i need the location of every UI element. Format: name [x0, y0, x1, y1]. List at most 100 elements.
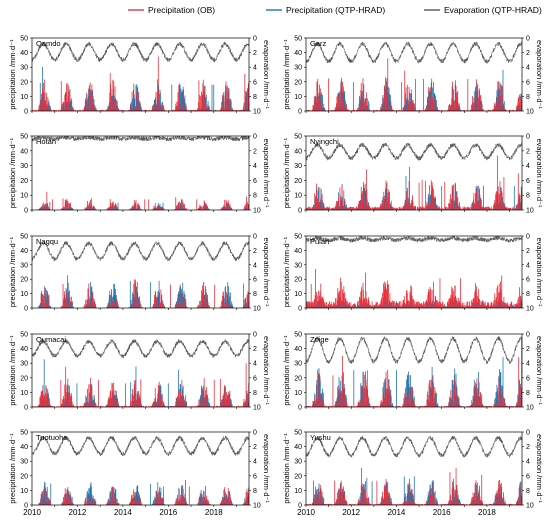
right-tick-label: 0 — [526, 134, 530, 141]
right-tick-label: 4 — [526, 163, 530, 170]
left-tick-label: 10 — [20, 390, 28, 397]
left-tick-label: 40 — [20, 148, 28, 155]
station-label: Garz — [310, 39, 327, 48]
evaporation-line — [32, 136, 249, 142]
right-tick-label: 0 — [253, 332, 257, 339]
right-axis-title: evaporation /mm·d⁻¹ — [262, 40, 271, 109]
right-tick-label: 4 — [253, 65, 257, 72]
right-axis-title: evaporation /mm·d⁻¹ — [262, 139, 271, 208]
right-tick-label: 2 — [526, 148, 530, 155]
left-tick-label: 30 — [20, 361, 28, 368]
right-tick-label: 10 — [526, 109, 534, 116]
left-tick-label: 0 — [24, 208, 28, 215]
right-axis-title: evaporation /mm·d⁻¹ — [262, 238, 271, 307]
right-tick-label: 2 — [253, 50, 257, 57]
evaporation-line — [32, 40, 249, 63]
left-tick-label: 10 — [20, 291, 28, 298]
legend: Precipitation (OB) Precipitation (QTP-HRA… — [128, 5, 542, 15]
left-tick-label: 0 — [24, 306, 28, 313]
plot-area — [306, 335, 522, 407]
left-tick-label: 10 — [294, 193, 302, 200]
right-tick-label: 0 — [253, 134, 257, 141]
right-tick-label: 10 — [526, 208, 534, 215]
right-tick-label: 0 — [253, 234, 257, 241]
left-axis-title: precipitation /mm·d⁻¹ — [8, 335, 17, 406]
station-label: Hotan — [36, 137, 56, 146]
left-tick-label: 0 — [298, 109, 302, 116]
left-axis-title: precipitation /mm·d⁻¹ — [8, 236, 17, 307]
left-axis-title: precipitation /mm·d⁻¹ — [8, 39, 17, 110]
plot-area — [306, 142, 522, 210]
right-tick-label: 2 — [253, 148, 257, 155]
left-tick-label: 20 — [294, 178, 302, 185]
left-tick-label: 10 — [20, 193, 28, 200]
evaporation-line — [306, 142, 522, 162]
evaporation-line — [306, 41, 522, 64]
left-tick-label: 30 — [294, 163, 302, 170]
right-tick-label: 4 — [526, 65, 530, 72]
right-tick-label: 8 — [253, 193, 257, 200]
right-tick-label: 0 — [526, 234, 530, 241]
right-tick-label: 6 — [526, 178, 530, 185]
right-tick-label: 10 — [526, 306, 534, 313]
left-tick-label: 50 — [294, 234, 302, 241]
left-tick-label: 10 — [294, 291, 302, 298]
left-tick-label: 40 — [294, 148, 302, 155]
evaporation-line — [32, 240, 249, 262]
panel-frame — [31, 333, 250, 408]
left-axis-title: precipitation /mm·d⁻¹ — [282, 137, 291, 208]
left-tick-label: 20 — [20, 79, 28, 86]
left-tick-label: 40 — [294, 50, 302, 57]
panel-frame — [31, 235, 250, 309]
right-tick-label: 4 — [253, 163, 257, 170]
legend-label-1: Precipitation (QTP-HRAD) — [286, 5, 385, 15]
right-tick-label: 4 — [253, 262, 257, 269]
left-tick-label: 50 — [20, 332, 28, 339]
left-tick-label: 30 — [20, 163, 28, 170]
left-axis-title: precipitation /mm·d⁻¹ — [8, 137, 17, 208]
left-tick-label: 20 — [294, 277, 302, 284]
right-tick-label: 8 — [253, 390, 257, 397]
right-tick-label: 4 — [253, 361, 257, 368]
right-tick-label: 10 — [253, 109, 261, 116]
left-tick-label: 50 — [294, 134, 302, 141]
left-axis-title: precipitation /mm·d⁻¹ — [282, 39, 291, 110]
left-tick-label: 40 — [20, 248, 28, 255]
left-tick-label: 20 — [294, 79, 302, 86]
right-tick-label: 8 — [526, 193, 530, 200]
right-axis-title: evaporation /mm·d⁻¹ — [535, 40, 544, 109]
right-axis-title: evaporation /mm·d⁻¹ — [535, 238, 544, 307]
right-tick-label: 8 — [253, 94, 257, 101]
left-tick-label: 20 — [20, 375, 28, 382]
left-tick-label: 50 — [20, 134, 28, 141]
left-tick-label: 40 — [20, 50, 28, 57]
right-tick-label: 6 — [253, 375, 257, 382]
right-axis-title: evaporation /mm·d⁻¹ — [535, 139, 544, 208]
right-tick-label: 0 — [526, 36, 530, 43]
panel-frame — [31, 135, 250, 211]
evaporation-line — [32, 338, 249, 359]
left-tick-label: 40 — [20, 346, 28, 353]
left-tick-label: 50 — [20, 36, 28, 43]
right-tick-label: 6 — [253, 178, 257, 185]
right-tick-label: 6 — [526, 79, 530, 86]
left-tick-label: 30 — [294, 262, 302, 269]
station-label: Nyingchi — [310, 137, 339, 146]
right-tick-label: 4 — [526, 262, 530, 269]
left-tick-label: 30 — [294, 65, 302, 72]
left-tick-label: 0 — [298, 306, 302, 313]
left-tick-label: 0 — [24, 405, 28, 412]
right-tick-label: 6 — [526, 277, 530, 284]
right-tick-label: 2 — [253, 248, 257, 255]
left-tick-label: 50 — [20, 234, 28, 241]
left-tick-label: 0 — [298, 208, 302, 215]
